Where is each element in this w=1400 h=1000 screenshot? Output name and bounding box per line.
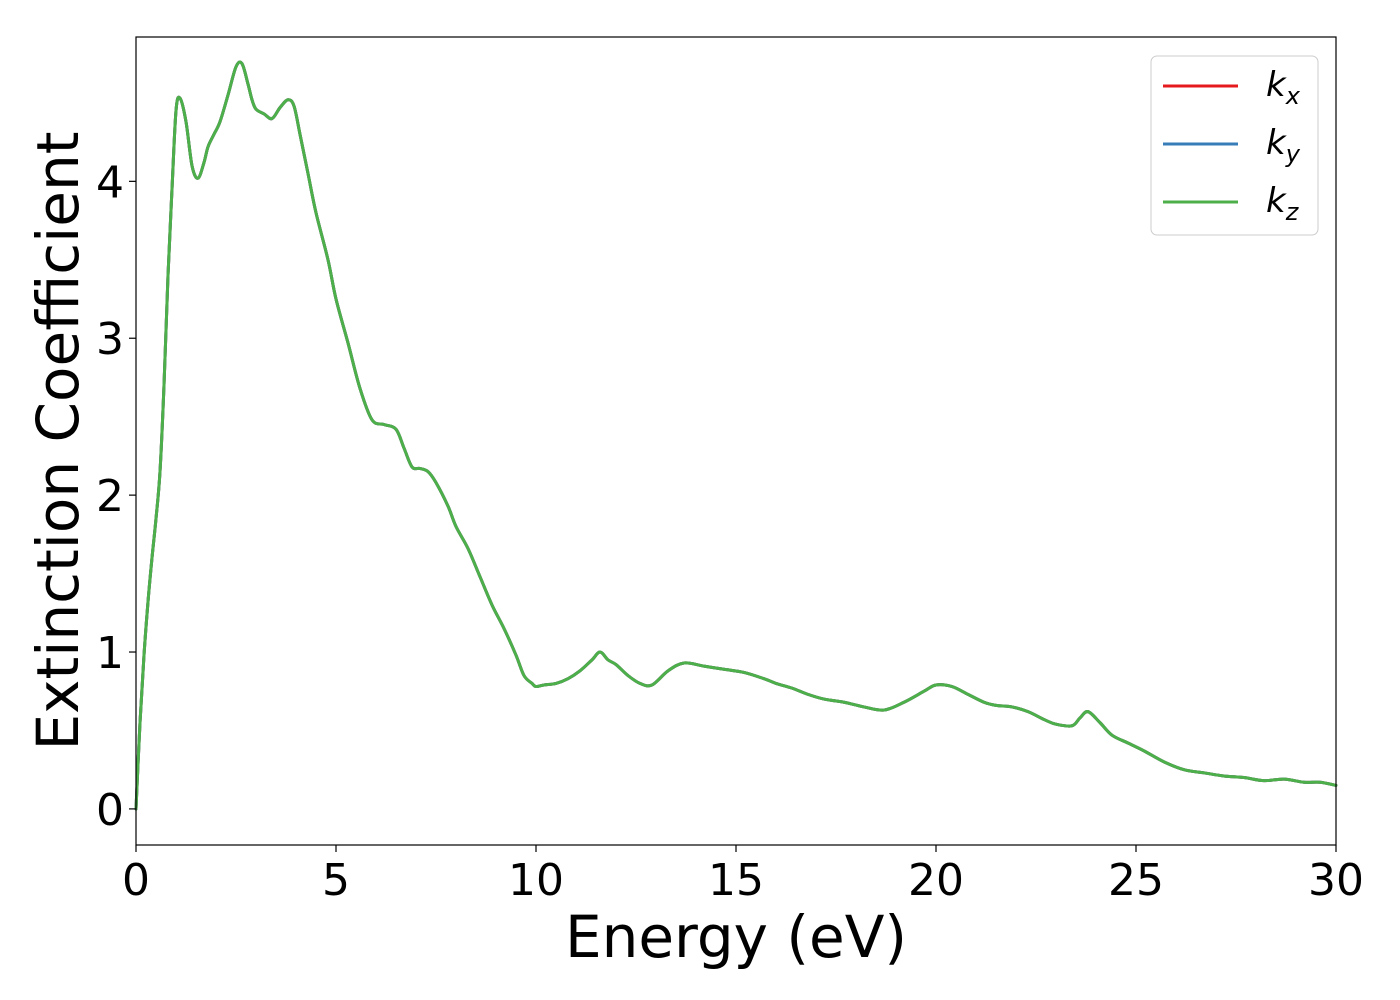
legend-label-z: kz [1266,181,1300,226]
y-axis-label: Extinction Coefficient [24,132,92,751]
y-tick-label: 4 [96,157,124,208]
y-tick-label: 2 [96,471,124,522]
series-line-z [134,60,1338,811]
x-tick-label: 20 [908,855,964,906]
y-tick-label: 1 [96,628,124,679]
x-axis: 0 5 10 15 20 25 30 [122,845,1364,906]
x-axis-label: Energy (eV) [565,903,907,971]
x-tick-label: 0 [122,855,150,906]
x-tick-label: 25 [1108,855,1164,906]
legend-label-y: ky [1266,123,1301,168]
x-tick-label: 30 [1308,855,1364,906]
x-tick-label: 5 [322,855,350,906]
legend: kx ky kz [1150,55,1319,236]
legend-label-x: kx [1266,65,1301,110]
y-tick-label: 0 [96,785,124,836]
x-tick-label: 10 [508,855,564,906]
series-layer [134,60,1338,811]
y-tick-label: 3 [96,314,124,365]
y-axis: 0 1 2 3 4 [96,157,136,836]
x-tick-label: 15 [708,855,764,906]
